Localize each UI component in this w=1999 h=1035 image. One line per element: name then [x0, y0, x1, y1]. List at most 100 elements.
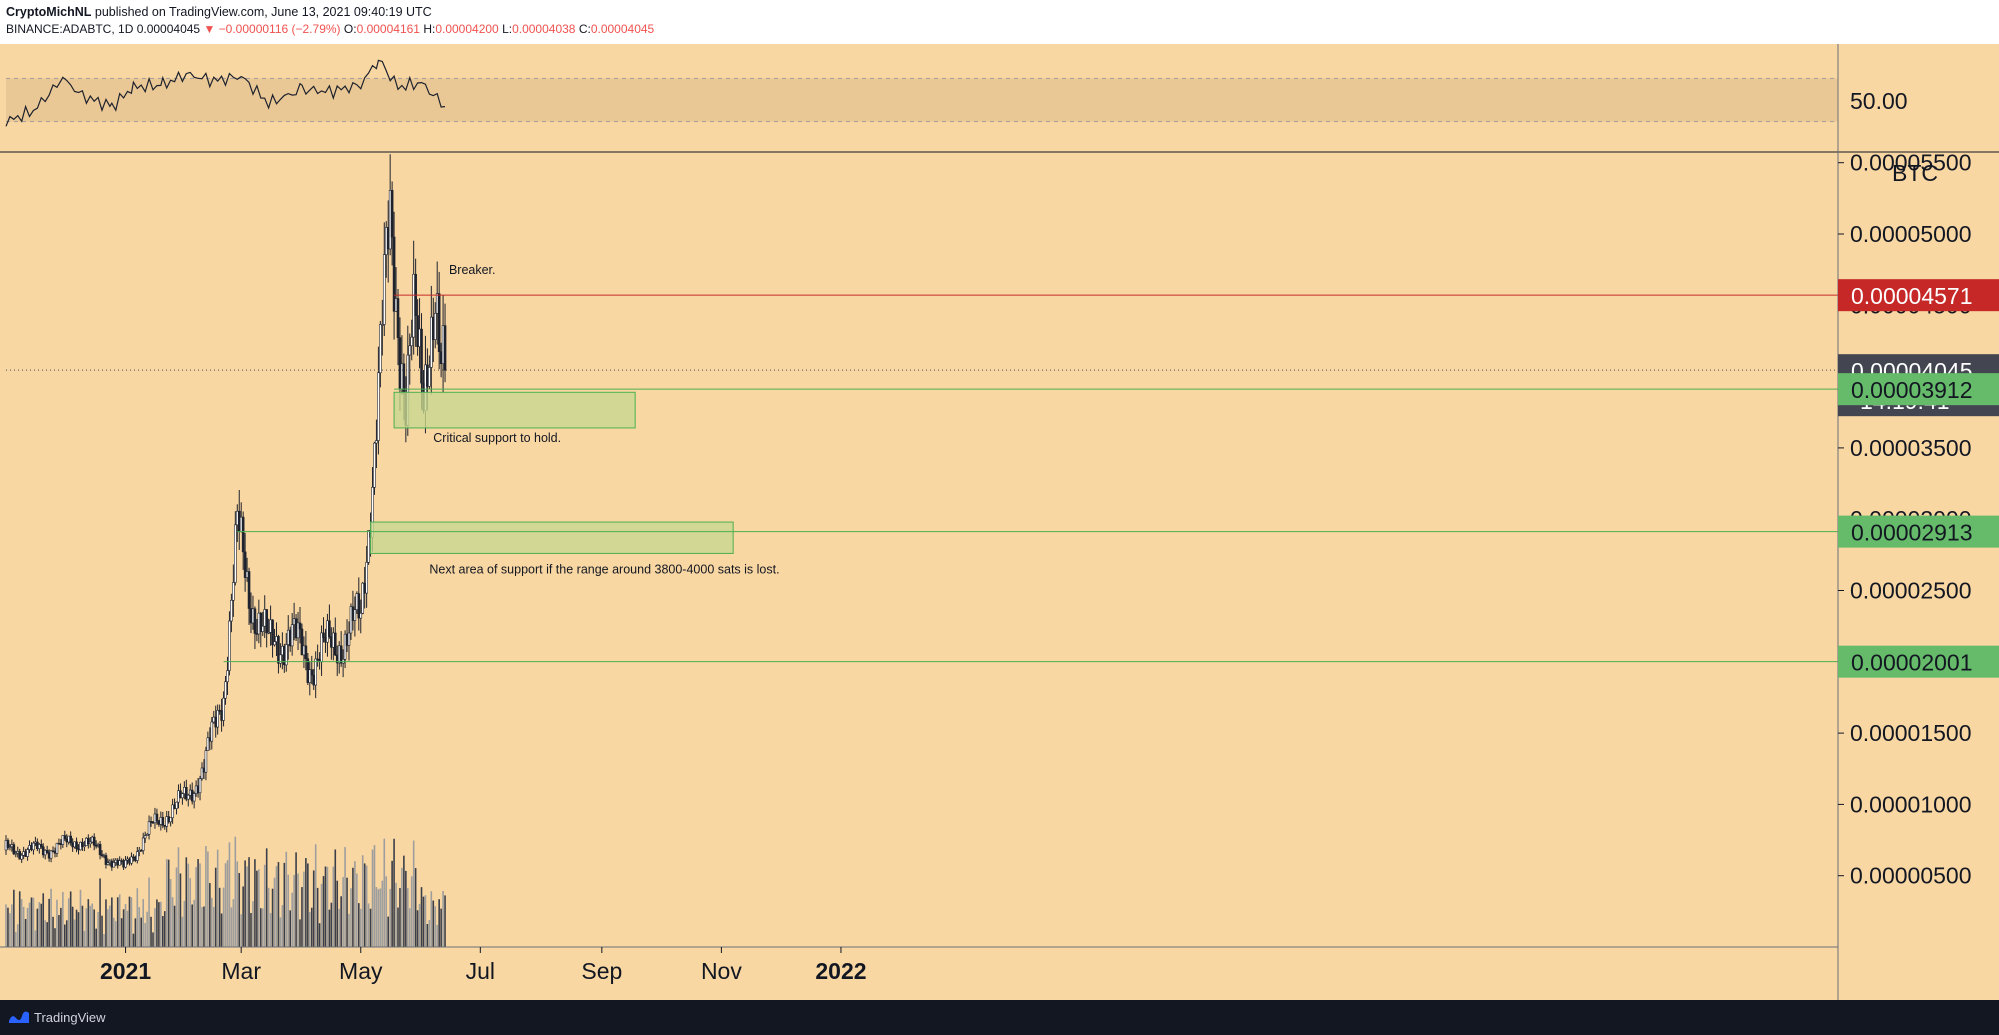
candle-body[interactable] [357, 593, 361, 619]
candle-body[interactable] [361, 582, 365, 614]
candle-body[interactable] [365, 562, 368, 594]
candle-body[interactable] [443, 325, 447, 371]
candle-body[interactable] [420, 328, 423, 384]
candle-body[interactable] [200, 767, 204, 779]
candle-body[interactable] [161, 817, 165, 826]
candle-body[interactable] [118, 860, 121, 866]
candle-body[interactable] [304, 645, 308, 660]
candle-body[interactable] [279, 654, 282, 664]
candle-body[interactable] [343, 633, 347, 660]
candle-body[interactable] [267, 632, 270, 634]
candle-body[interactable] [410, 336, 414, 347]
candle-body[interactable] [310, 669, 314, 676]
candle-body[interactable] [143, 835, 147, 839]
candle-body[interactable] [265, 609, 268, 634]
candle-body[interactable] [437, 293, 441, 352]
support-zone[interactable] [393, 391, 636, 429]
candle-body[interactable] [234, 524, 237, 583]
candle-body[interactable] [87, 837, 90, 845]
support-zone[interactable] [370, 521, 734, 554]
candle-body[interactable] [314, 658, 317, 686]
candle-body[interactable] [136, 851, 139, 861]
candle-body[interactable] [367, 530, 370, 563]
candle-body[interactable] [106, 862, 110, 865]
candle-body[interactable] [210, 721, 214, 742]
candle-body[interactable] [261, 625, 265, 632]
candle-body[interactable] [359, 612, 363, 619]
candle-body[interactable] [88, 841, 92, 845]
candle-body[interactable] [392, 236, 396, 312]
candle-body[interactable] [273, 641, 276, 646]
candle-body[interactable] [377, 372, 380, 441]
candle-body[interactable] [308, 669, 312, 683]
candle-body[interactable] [39, 844, 43, 848]
candle-body[interactable] [49, 850, 53, 859]
candle-body[interactable] [381, 324, 384, 326]
candle-body[interactable] [243, 551, 247, 578]
candle-body[interactable] [8, 846, 12, 849]
candle-body[interactable] [69, 835, 72, 844]
candle-body[interactable] [339, 645, 343, 664]
candle-body[interactable] [247, 571, 251, 609]
candle-body[interactable] [241, 516, 245, 553]
candle-body[interactable] [347, 632, 351, 646]
candle-body[interactable] [130, 856, 133, 864]
candle-body[interactable] [192, 793, 196, 802]
candle-body[interactable] [45, 850, 49, 854]
candle-body[interactable] [259, 612, 263, 632]
candle-body[interactable] [300, 628, 304, 656]
candle-body[interactable] [375, 440, 378, 444]
candle-body[interactable] [124, 859, 127, 868]
candle-body[interactable] [20, 855, 23, 860]
candle-body[interactable] [408, 345, 412, 356]
candle-body[interactable] [379, 324, 382, 374]
candle-body[interactable] [328, 620, 331, 637]
candle-body[interactable] [198, 778, 202, 794]
candle-body[interactable] [224, 681, 227, 699]
candle-body[interactable] [396, 298, 400, 338]
candle-body[interactable] [147, 821, 151, 835]
price-axis[interactable]: 0.000005000.000010000.000015000.00002000… [0, 44, 1999, 1000]
candle-body[interactable] [333, 632, 337, 656]
candle-body[interactable] [390, 190, 394, 238]
chart-area[interactable]: 50.00 Breaker. Critical support to hold. N… [0, 44, 1999, 1000]
candle-body[interactable] [206, 737, 210, 751]
candle-body[interactable] [271, 619, 274, 646]
candle-body[interactable] [55, 843, 59, 854]
candle-body[interactable] [61, 835, 65, 845]
candle-body[interactable] [186, 794, 190, 800]
candle-body[interactable] [104, 855, 108, 865]
candle-body[interactable] [181, 793, 184, 799]
candle-body[interactable] [75, 841, 78, 850]
tradingview-brand[interactable]: TradingView [34, 1010, 106, 1025]
drawings[interactable]: Breaker. Critical support to hold. Next ar… [6, 263, 1838, 663]
candle-body[interactable] [185, 787, 188, 800]
candle-body[interactable] [322, 632, 325, 638]
candle-body[interactable] [428, 367, 431, 387]
candle-body[interactable] [32, 842, 35, 851]
candle-body[interactable] [175, 801, 178, 809]
candle-body[interactable] [373, 442, 376, 488]
candle-body[interactable] [169, 817, 172, 823]
candle-body[interactable] [430, 316, 433, 368]
candle-body[interactable] [6, 840, 10, 848]
annotation-text[interactable]: Breaker. [449, 263, 496, 277]
candle-body[interactable] [228, 620, 231, 671]
candle-body[interactable] [141, 837, 145, 851]
candle-body[interactable] [232, 582, 235, 601]
candle-body[interactable] [155, 813, 159, 821]
candle-body[interactable] [353, 609, 357, 621]
candle-body[interactable] [171, 804, 174, 819]
candle-body[interactable] [253, 608, 257, 634]
candle-body[interactable] [63, 835, 67, 840]
candle-body[interactable] [14, 852, 18, 855]
author-name[interactable]: CryptoMichNL [6, 5, 92, 19]
candle-body[interactable] [226, 670, 229, 683]
candle-body[interactable] [12, 844, 16, 855]
candle-body[interactable] [98, 844, 102, 855]
candle-body[interactable] [81, 841, 84, 848]
candle-body[interactable] [222, 697, 225, 721]
annotation-text[interactable]: Critical support to hold. [433, 431, 561, 445]
tradingview-logo-icon[interactable] [8, 1010, 30, 1024]
candle-body[interactable] [298, 622, 302, 630]
